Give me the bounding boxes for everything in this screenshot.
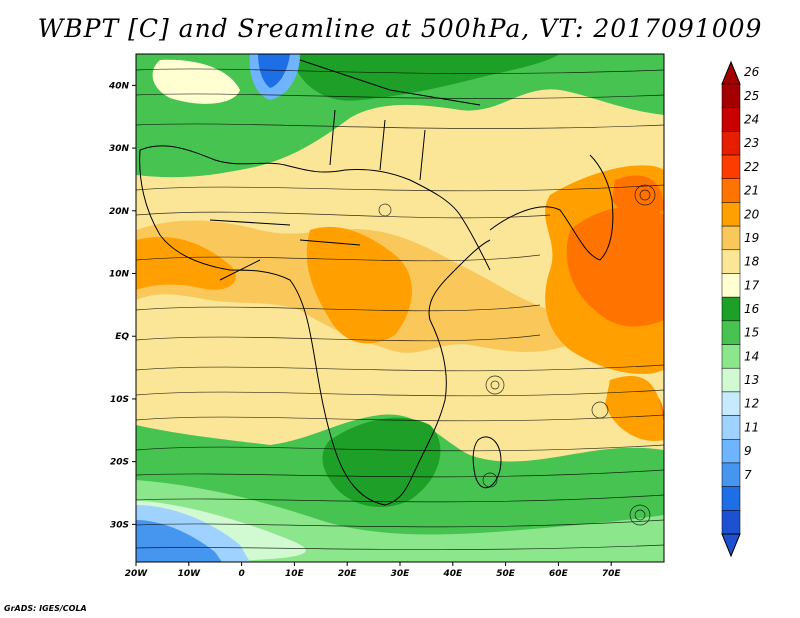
hot-east (566, 206, 664, 327)
colorbar-label: 26 (744, 65, 760, 79)
colorbar-swatch (721, 439, 741, 464)
colorbar-swatch (721, 510, 741, 535)
map-field (136, 54, 664, 562)
colorbar-label: 23 (744, 136, 759, 150)
colorbar-label: 19 (744, 231, 759, 245)
lon-tick-label: 60E (549, 569, 569, 579)
colorbar-label: 13 (744, 373, 759, 387)
colorbar-label: 14 (744, 349, 759, 363)
colorbar-label: 12 (744, 397, 759, 411)
lat-tick-label: 30N (109, 144, 130, 154)
colorbar-swatch (721, 107, 741, 132)
lon-tick-label: 10W (178, 569, 202, 579)
grads-credit: GrADS: IGES/COLA (4, 604, 87, 613)
lat-tick-label: 10S (110, 395, 129, 405)
lon-tick-label: 20E (338, 569, 358, 579)
colorbar-swatch (721, 320, 741, 345)
lat-tick-label: 30S (110, 520, 129, 530)
lat-tick-label: 20S (110, 458, 129, 468)
colorbar-swatch (721, 273, 741, 298)
colorbar-swatch (721, 249, 741, 274)
green-band-south-dark (322, 417, 441, 508)
colorbar-swatch (721, 344, 741, 369)
lat-tick-label: EQ (115, 332, 129, 342)
colorbar-arrow-top (721, 60, 741, 85)
lon-tick-label: 10E (285, 569, 305, 579)
colorbar-label: 16 (744, 302, 760, 316)
colorbar-swatch (721, 225, 741, 251)
green-band-north-dark (290, 54, 560, 101)
colorbar-swatch (721, 154, 741, 179)
colorbar-label: 18 (744, 255, 760, 269)
longitude-axis: 20W 10W 0 10E 20E 30E 40E 50E 60E 70E (125, 562, 622, 579)
lon-tick-label: 50E (496, 569, 516, 579)
light-patch-north (152, 59, 240, 104)
colorbar-label: 25 (744, 89, 759, 103)
lon-tick-label: 0 (238, 569, 244, 579)
colorbar-swatch (721, 367, 741, 393)
colorbar-label: 20 (744, 207, 760, 221)
lon-tick-label: 70E (602, 569, 622, 579)
cold-core-south-inner (136, 520, 222, 562)
colorbar-label: 7 (744, 468, 752, 482)
coastlines (139, 59, 614, 506)
latitude-axis: 40N 30N 20N 10N EQ 10S 20S 30S (108, 81, 136, 530)
colorbar-label: 17 (744, 278, 760, 292)
lat-tick-label: 40N (108, 81, 130, 91)
colorbar-label: 21 (744, 184, 759, 198)
colorbar-swatch (721, 131, 741, 156)
lon-tick-label: 30E (391, 569, 411, 579)
orange-africa (306, 226, 412, 344)
hot-east-north (612, 175, 664, 216)
colorbar-label: 24 (744, 113, 759, 127)
colorbar-swatch (721, 202, 741, 227)
cold-core-north-inner (258, 54, 290, 88)
colorbar-arrow-bottom (721, 533, 741, 558)
colorbar-label: 22 (744, 160, 759, 174)
lon-tick-label: 20W (125, 569, 149, 579)
streamlines (136, 68, 664, 550)
colorbar-swatch (721, 462, 741, 487)
colorbar-swatch (721, 486, 741, 511)
lat-tick-label: 10N (109, 270, 130, 280)
colorbar-label: 9 (744, 444, 752, 458)
lat-tick-label: 20N (109, 207, 130, 217)
colorbar-swatch (721, 83, 741, 108)
colorbar-label: 15 (744, 326, 759, 340)
orange-belt-deep (136, 237, 236, 290)
chart-title: WBPT [C] and Sreamline at 500hPa, VT: 20… (37, 14, 763, 43)
colorbar: 26 25 24 23 22 21 20 19 18 17 16 15 14 13 12 11 9 7 (721, 60, 760, 558)
colorbar-label: 11 (744, 420, 759, 434)
colorbar-swatch (721, 415, 741, 440)
colorbar-swatch (721, 296, 741, 322)
colorbar-swatch (721, 391, 741, 416)
lon-tick-label: 40E (442, 569, 463, 579)
colorbar-swatch (721, 178, 741, 203)
